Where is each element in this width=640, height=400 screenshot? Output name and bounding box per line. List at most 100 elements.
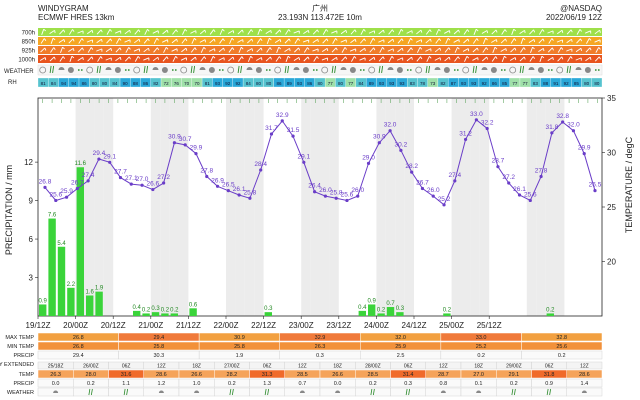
partly-cloudy-icon (340, 67, 347, 70)
night-band (536, 98, 546, 316)
wind-row-700h (38, 28, 602, 36)
wind-barb-icon (416, 47, 423, 53)
wind-barb-icon (435, 38, 442, 44)
wind-barb-icon (200, 56, 207, 62)
rh-value: 80 (92, 81, 98, 86)
temperature-label: 31.8 (546, 124, 559, 131)
temperature-point (151, 187, 155, 192)
wind-barb-icon (548, 38, 554, 44)
x-tick-label: 23/00Z (289, 321, 314, 330)
precip-bar-label: 0.2 (170, 307, 179, 313)
wind-barb-icon (162, 56, 169, 62)
temperature-point (474, 118, 478, 122)
wind-barb-icon (86, 39, 93, 43)
wind-barb-icon (134, 56, 141, 62)
extended-temp-value: 29.1 (509, 372, 520, 378)
temperature-label: 25.6 (524, 191, 537, 198)
wind-barb-icon (463, 38, 470, 44)
extended-time: 06Z (122, 364, 131, 370)
extended-time: 27/00Z (224, 364, 240, 370)
partly-cloudy-icon (299, 390, 305, 393)
temperature-label: 28.4 (254, 161, 267, 168)
temperature-label: 26.5 (222, 182, 235, 189)
extended-title: 10-DAY EXTENDED (0, 362, 34, 368)
night-band (235, 98, 245, 316)
wind-barb-icon (247, 55, 253, 62)
drizzle-icon (171, 69, 177, 71)
wind-barb-icon (415, 39, 423, 43)
wind-barb-icon (209, 38, 216, 44)
temperature-point (593, 189, 597, 193)
temperature-label: 27.2 (502, 174, 515, 181)
night-band (160, 98, 170, 316)
wind-barb-icon (341, 56, 348, 62)
temperature-point (162, 181, 166, 185)
wind-barb-icon (78, 38, 84, 44)
drizzle-icon (124, 69, 130, 71)
rh-value: 78 (420, 81, 426, 86)
temperature-label: 25.2 (438, 196, 451, 203)
wind-barb-icon (238, 46, 244, 53)
wind-barb-icon (397, 38, 404, 44)
wind-barb-icon (180, 57, 188, 61)
precip-bar (39, 304, 47, 316)
temperature-point (334, 196, 338, 200)
wind-barb-icon (473, 28, 479, 35)
rh-value: 87 (451, 81, 457, 86)
wind-barb-icon (87, 47, 94, 53)
wind-barb-icon (425, 48, 432, 52)
precip-bar-label: 0.3 (151, 306, 160, 312)
wind-barb-icon (594, 39, 601, 43)
precip-bar-label: 0.4 (358, 305, 367, 311)
wind-barb-icon (464, 55, 470, 62)
night-band (94, 98, 104, 316)
temperature-point (399, 148, 403, 152)
rh-value: 91 (553, 81, 559, 86)
night-band (310, 98, 320, 316)
wind-barb-icon (576, 38, 583, 44)
wind-barb-icon (303, 56, 310, 62)
wind-barb-icon (59, 29, 66, 35)
drizzle-icon (312, 69, 318, 71)
wind-barb-icon (453, 39, 460, 43)
drizzle-icon (218, 69, 224, 71)
extended-precip-value: 1.1 (122, 381, 130, 387)
temperature-label: 25.8 (244, 189, 257, 196)
wind-barb-icon (171, 48, 178, 52)
wind-barb-icon (191, 37, 197, 44)
temperature-point (215, 184, 220, 188)
wind-barb-icon (96, 29, 103, 35)
wind-barb-icon (60, 46, 65, 53)
clear-sky-icon (321, 66, 329, 74)
header-model: ECMWF HRES 13km (38, 13, 115, 22)
extended-temp-value: 28.6 (156, 372, 167, 378)
temperature-label: 27.4 (448, 172, 461, 179)
extended-time-cell (566, 361, 603, 370)
wind-barb-icon (472, 57, 479, 61)
wind-barb-icon (247, 29, 254, 35)
wind-barb-icon (143, 47, 150, 53)
night-band (526, 98, 537, 316)
max-temp-value: 26.8 (73, 335, 84, 341)
temperature-point (410, 170, 414, 174)
temperature-point (313, 190, 317, 194)
precip-bar (396, 312, 404, 316)
precip-bar (264, 312, 272, 316)
extended-precip-value: 0.2 (369, 381, 377, 387)
wind-barb-icon (200, 46, 206, 53)
temperature-point (463, 137, 468, 142)
wind-barb-icon (379, 47, 385, 53)
extended-precip-value: 0.8 (440, 381, 448, 387)
wind-barb-icon (416, 29, 423, 35)
wind-barb-icon (96, 48, 103, 52)
wind-barb-icon (378, 29, 385, 35)
partly-cloudy-icon (293, 67, 300, 70)
rh-value: 89 (287, 81, 293, 86)
rain-icon (96, 65, 102, 74)
rh-value: 92 (235, 81, 241, 86)
partly-cloudy-icon (434, 67, 441, 70)
precip-bar-label: 5.4 (57, 241, 66, 247)
precip-bar-label: 0.2 (161, 307, 170, 313)
temperature-point (248, 196, 252, 200)
extended-precip-cell (566, 378, 603, 388)
